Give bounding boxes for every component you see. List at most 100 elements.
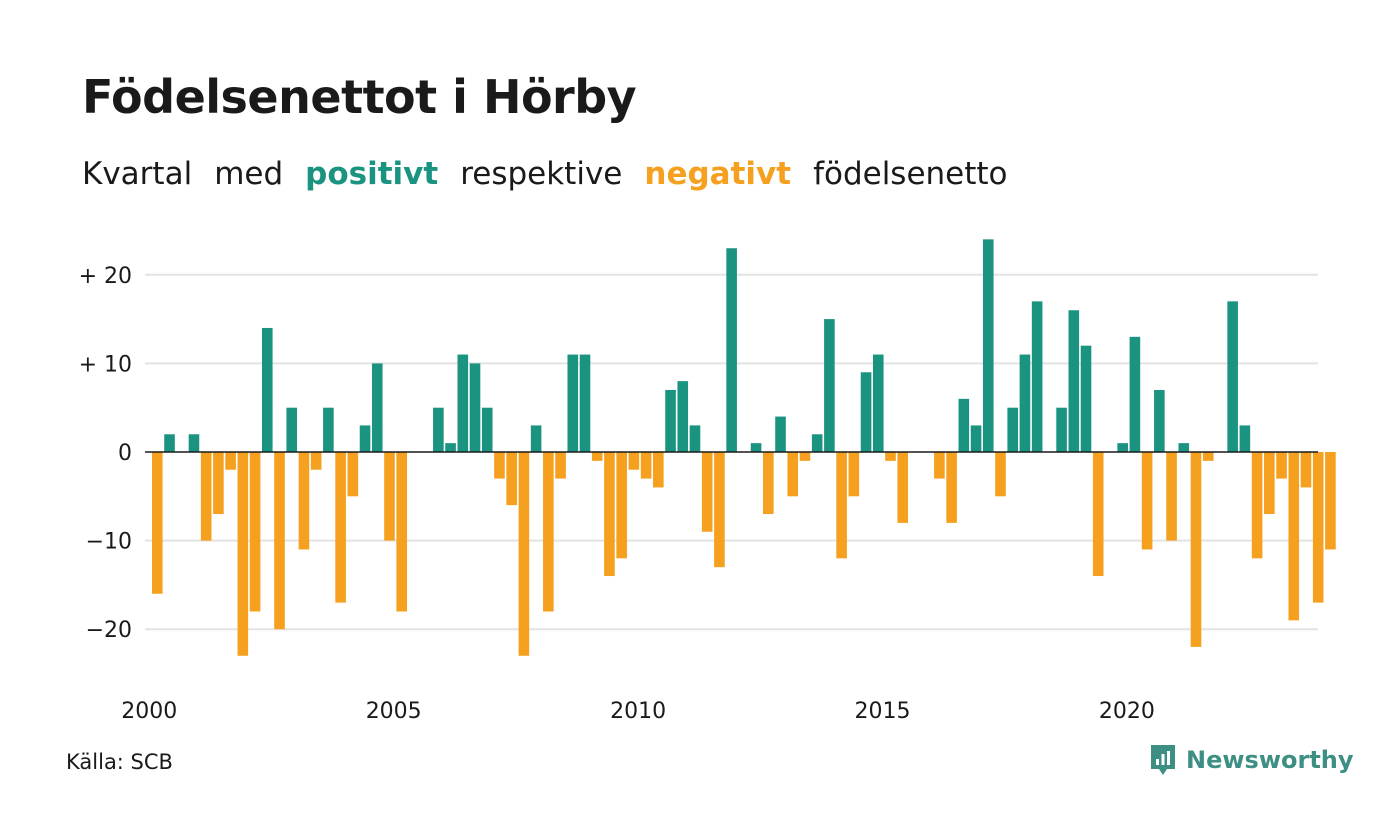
- bar-positive: [530, 425, 542, 452]
- bar-negative: [701, 452, 713, 532]
- bar-negative: [714, 452, 725, 568]
- bar-negative: [799, 452, 811, 461]
- bar-positive: [1031, 301, 1043, 452]
- bar-positive: [811, 434, 823, 452]
- bar-negative: [1264, 452, 1275, 515]
- x-tick-label: 2015: [855, 699, 911, 724]
- brand-logo: Newsworthy: [1148, 742, 1354, 778]
- bars: [152, 239, 1336, 656]
- y-tick-label: −10: [86, 530, 132, 555]
- bar-negative: [604, 452, 615, 577]
- bar-negative: [1202, 452, 1214, 461]
- newsworthy-logo-icon: [1151, 745, 1175, 775]
- x-axis-ticks: 2000 2005 2010 2015 2020: [121, 699, 1155, 724]
- bar-negative: [640, 452, 652, 479]
- y-tick-label: 0: [118, 441, 132, 466]
- bar-negative: [152, 452, 163, 594]
- bar-positive: [481, 407, 493, 452]
- bar-positive: [445, 443, 456, 452]
- bar-negative: [1092, 452, 1104, 577]
- bar-positive: [750, 443, 762, 452]
- bar-negative: [1251, 452, 1263, 559]
- source-note: Källa: SCB: [66, 750, 173, 774]
- y-tick-label: + 10: [79, 352, 132, 377]
- bar-negative: [885, 452, 896, 461]
- bar-negative: [298, 452, 310, 550]
- x-tick-label: 2000: [121, 699, 177, 724]
- y-tick-label: + 20: [79, 264, 132, 289]
- subtitle-word: födelsenetto: [813, 156, 1008, 192]
- bar-negative: [1166, 452, 1177, 541]
- bar-negative: [335, 452, 346, 603]
- bar-positive: [1019, 354, 1031, 452]
- bar-negative: [237, 452, 249, 656]
- bar-negative: [213, 452, 224, 515]
- bar-positive: [1129, 336, 1141, 452]
- bar-negative: [310, 452, 322, 470]
- bar-negative: [1288, 452, 1300, 621]
- bar-negative: [995, 452, 1006, 497]
- bar-positive: [164, 434, 175, 452]
- bar-positive: [1007, 407, 1018, 452]
- bar-negative: [836, 452, 847, 559]
- bar-negative: [1312, 452, 1324, 603]
- bar-negative: [1325, 452, 1336, 550]
- subtitle-word: Kvartal: [82, 156, 193, 192]
- subtitle-positive-word: positivt: [305, 156, 439, 192]
- bar-negative: [897, 452, 909, 523]
- bar-positive: [323, 407, 334, 452]
- subtitle-word: med: [214, 156, 284, 192]
- bar-positive: [1068, 310, 1080, 452]
- bar-negative: [384, 452, 395, 541]
- bar-positive: [286, 407, 298, 452]
- bar-positive: [860, 372, 872, 452]
- bar-positive: [1227, 301, 1238, 452]
- bar-positive: [824, 319, 835, 452]
- bar-positive: [726, 248, 737, 452]
- bar-positive: [1178, 443, 1190, 452]
- bar-positive: [775, 416, 786, 452]
- bar-positive: [579, 354, 591, 452]
- bar-positive: [433, 407, 444, 452]
- bar-positive: [469, 363, 481, 452]
- bar-negative: [347, 452, 359, 497]
- bar-positive: [1080, 345, 1092, 452]
- bar-negative: [1190, 452, 1202, 647]
- subtitle-word: respektive: [460, 156, 623, 192]
- bar-negative: [1300, 452, 1312, 488]
- brand-name: Newsworthy: [1186, 746, 1354, 774]
- x-tick-label: 2020: [1099, 699, 1155, 724]
- bar-negative: [249, 452, 261, 612]
- bar-negative: [848, 452, 860, 497]
- bar-negative: [934, 452, 945, 479]
- subtitle-negative-word: negativt: [644, 156, 792, 192]
- bar-negative: [506, 452, 517, 506]
- x-tick-label: 2010: [610, 699, 666, 724]
- bar-negative: [787, 452, 799, 497]
- bar-positive: [261, 327, 273, 452]
- bar-positive: [1239, 425, 1251, 452]
- bar-positive: [970, 425, 982, 452]
- bar-positive: [457, 354, 469, 452]
- bar-positive: [677, 381, 689, 452]
- bar-positive: [359, 425, 371, 452]
- chart-subtitle: Kvartal med positivt respektive negativt föde…: [82, 156, 1030, 192]
- bar-negative: [616, 452, 627, 559]
- bar-negative: [628, 452, 640, 470]
- bar-positive: [1056, 407, 1067, 452]
- bar-positive: [1154, 389, 1165, 452]
- bar-negative: [763, 452, 774, 515]
- bar-positive: [958, 398, 970, 452]
- bar-negative: [200, 452, 212, 541]
- bar-negative: [396, 452, 407, 612]
- bar-negative: [1141, 452, 1153, 550]
- bar-negative: [591, 452, 603, 461]
- bar-positive: [982, 239, 994, 452]
- bar-positive: [665, 389, 676, 452]
- bar-positive: [689, 425, 701, 452]
- bar-negative: [518, 452, 530, 656]
- chart-title: Födelsenettot i Hörby: [82, 70, 637, 124]
- bar-negative: [494, 452, 505, 479]
- bar-positive: [1117, 443, 1128, 452]
- y-tick-label: −20: [86, 618, 132, 643]
